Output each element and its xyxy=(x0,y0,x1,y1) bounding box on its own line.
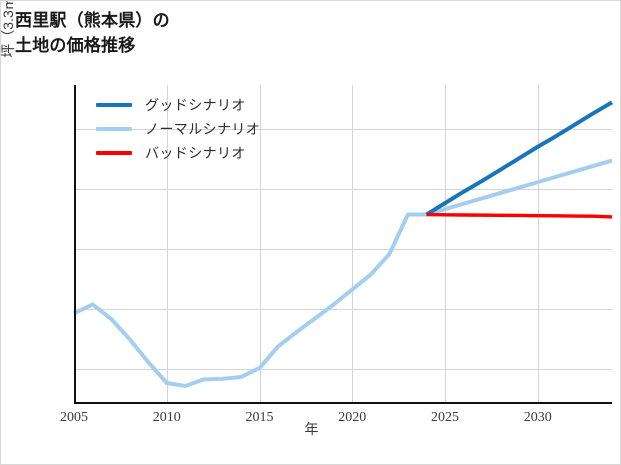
x-tick-label: 2020 xyxy=(338,410,367,425)
legend-item-good[interactable]: グッドシナリオ xyxy=(96,93,260,117)
x-axis-line xyxy=(74,402,612,404)
legend-label-good: グッドシナリオ xyxy=(145,97,246,113)
x-tick-label: 2005 xyxy=(60,410,88,425)
series-line-good xyxy=(425,100,614,217)
legend-item-bad[interactable]: バッドシナリオ xyxy=(96,141,260,165)
gridline-vertical xyxy=(445,85,446,404)
gridline-horizontal xyxy=(74,369,612,371)
chart-legend: グッドシナリオ ノーマルシナリオ バッドシナリオ xyxy=(96,93,260,165)
y-axis-line xyxy=(74,85,76,404)
legend-swatch-bad xyxy=(96,151,132,155)
legend-label-bad: バッドシナリオ xyxy=(145,145,246,161)
y-axis-title: 坪（3.3㎡）単価（万円） xyxy=(1,1,18,113)
x-tick-label: 2025 xyxy=(431,410,459,425)
gridline-vertical xyxy=(166,85,168,404)
gridline-vertical xyxy=(352,85,354,404)
y-axis-title-text: 坪（3.3㎡）単価（万円） xyxy=(1,1,18,58)
x-axis-title: 年 xyxy=(304,421,319,437)
gridline-vertical xyxy=(537,85,539,404)
page-title: 西里駅（熊本県）の 土地の価格推移 xyxy=(15,11,170,55)
gridline-horizontal xyxy=(74,189,612,191)
series-line-normal xyxy=(73,158,613,389)
legend-item-normal[interactable]: ノーマルシナリオ xyxy=(96,117,260,141)
gridline-vertical xyxy=(259,85,261,404)
legend-swatch-good xyxy=(96,103,132,107)
gridline-horizontal xyxy=(74,309,612,311)
legend-swatch-normal xyxy=(96,127,132,131)
legend-label-normal: ノーマルシナリオ xyxy=(145,121,261,137)
x-tick-label: 2015 xyxy=(245,410,274,425)
x-tick-label: 2010 xyxy=(152,410,181,425)
series-line-bad xyxy=(426,212,613,219)
gridline-horizontal xyxy=(74,129,612,131)
x-tick-label: 2030 xyxy=(523,410,552,425)
series-lines xyxy=(73,100,614,389)
gridline-horizontal xyxy=(74,249,612,251)
